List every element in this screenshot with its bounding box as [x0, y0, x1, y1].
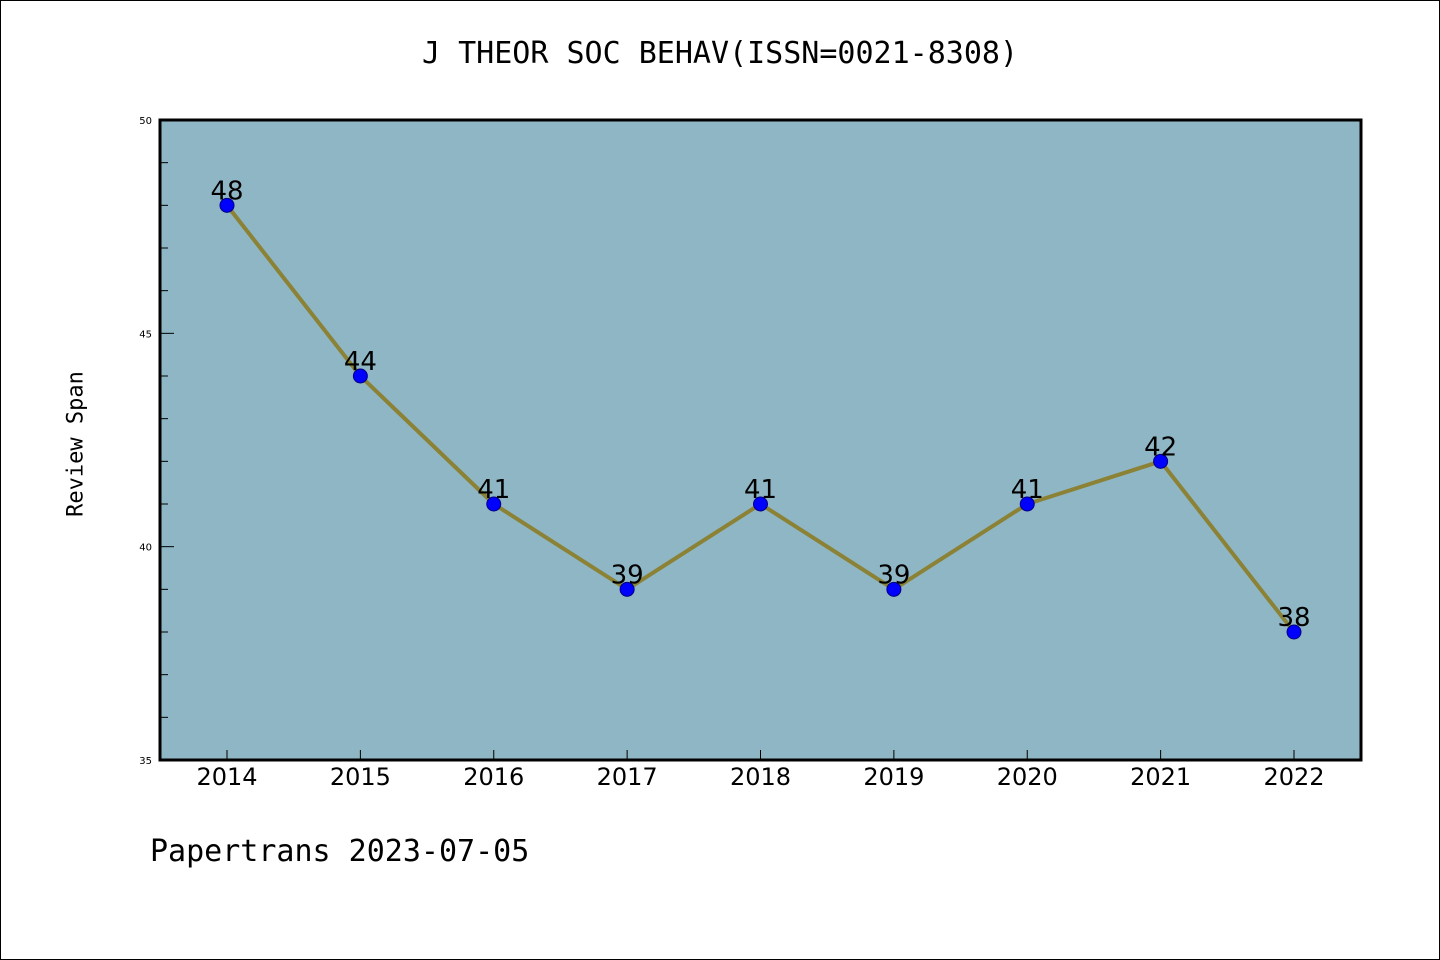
data-label: 41 [744, 475, 777, 505]
data-point [886, 581, 902, 597]
data-label: 41 [1011, 475, 1044, 505]
data-point [486, 496, 502, 512]
x-tick-label: 2017 [597, 763, 658, 791]
data-label: 38 [1277, 603, 1310, 633]
data-point [619, 581, 635, 597]
x-tick-label: 2015 [330, 763, 391, 791]
plot-border [158, 118, 1363, 762]
data-label: 44 [344, 347, 377, 377]
chart-title: J THEOR SOC BEHAV(ISSN=0021-8308) [421, 36, 1019, 71]
x-tick-label: 2014 [196, 763, 257, 791]
x-tick-label: 2016 [463, 763, 524, 791]
data-label: 39 [611, 560, 644, 590]
data-label: 48 [210, 176, 243, 206]
x-tick-label: 2020 [997, 763, 1058, 791]
x-tick-label: 2022 [1263, 763, 1324, 791]
footer-note: Papertrans 2023-07-05 [150, 834, 530, 869]
data-point [1019, 496, 1035, 512]
data-label: 41 [477, 475, 510, 505]
y-tick-label: 40 [139, 543, 152, 554]
y-tick-label: 50 [139, 116, 152, 127]
data-points [219, 197, 1302, 640]
data-point [1286, 624, 1302, 640]
data-point [219, 197, 235, 213]
data-label: 39 [877, 560, 910, 590]
x-tick-label: 2018 [730, 763, 791, 791]
plot-area [160, 120, 1361, 760]
y-tick-label: 45 [139, 329, 152, 340]
data-point [1153, 453, 1169, 469]
x-axis-ticks: 2014 2015 2016 2017 2018 2019 2020 2021 2022 [196, 750, 1325, 791]
y-tick-label: 35 [139, 756, 152, 767]
data-point [753, 496, 768, 512]
x-tick-label: 2021 [1130, 763, 1191, 791]
x-tick-label: 2019 [863, 763, 924, 791]
data-labels: 48 44 41 39 41 39 41 42 38 [210, 176, 1310, 633]
data-point [352, 368, 368, 384]
data-label: 42 [1144, 432, 1177, 462]
